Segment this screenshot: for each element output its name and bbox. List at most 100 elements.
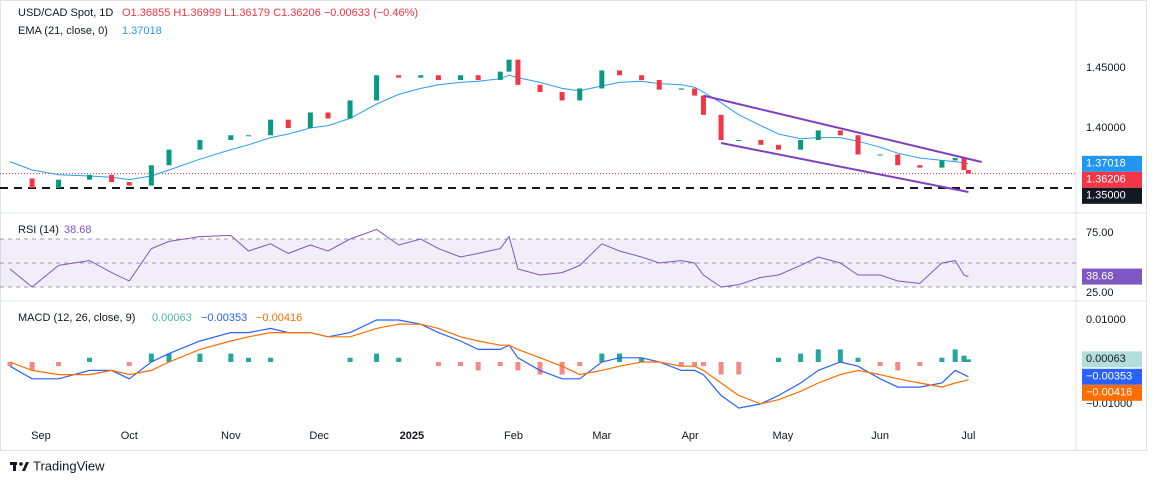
- y-tick-label: 1.45000: [1086, 62, 1126, 74]
- histogram-bar: [126, 361, 132, 367]
- histogram-bar: [435, 361, 441, 367]
- candle: [798, 140, 804, 150]
- candle: [307, 112, 313, 129]
- macd-label-bg: [1082, 384, 1142, 401]
- macd-value: −0.00353: [201, 312, 247, 324]
- ema-legend: EMA (21, close, 0): [18, 25, 108, 37]
- candle: [374, 75, 380, 101]
- candle: [965, 170, 971, 174]
- histogram-bar: [497, 361, 503, 367]
- histogram-bar: [952, 349, 958, 362]
- candle: [87, 174, 92, 180]
- x-tick-label: Sep: [31, 430, 51, 442]
- x-tick-label: Oct: [121, 430, 138, 442]
- macd-label-bg: [1082, 368, 1142, 385]
- candle: [939, 160, 945, 168]
- candle: [347, 100, 353, 119]
- candle: [325, 112, 331, 119]
- x-tick-label: Nov: [221, 430, 241, 442]
- frame: [0, 0, 1147, 451]
- candle: [515, 59, 521, 85]
- candle: [537, 84, 543, 93]
- histogram-bar: [678, 361, 684, 367]
- candle: [678, 88, 684, 90]
- price-label-bg: [1082, 155, 1142, 172]
- candle: [952, 158, 958, 161]
- ohlc-legend: O1.36855 H1.36999 L1.36179 C1.36206 −0.0…: [122, 7, 418, 19]
- y-tick-label: 0.01000: [1086, 314, 1126, 326]
- histogram-bar: [56, 361, 62, 367]
- candle: [736, 140, 742, 142]
- candle: [577, 88, 583, 101]
- candle: [639, 75, 645, 81]
- histogram-bar: [815, 349, 821, 362]
- candle: [418, 75, 424, 78]
- candle: [268, 119, 274, 136]
- histogram-bar: [577, 361, 583, 367]
- histogram-bar: [87, 357, 92, 362]
- y-tick-label: 25.00: [1086, 287, 1114, 299]
- histogram-value: 0.00063: [152, 312, 192, 324]
- histogram-bar: [396, 357, 402, 362]
- histogram-bar: [736, 361, 742, 375]
- histogram-bar: [939, 357, 945, 362]
- histogram-bar: [700, 361, 706, 367]
- rsi-label-bg: [1082, 268, 1142, 285]
- histogram-bar: [855, 357, 861, 362]
- y-tick-label: 75.00: [1086, 227, 1114, 239]
- histogram-bar: [961, 355, 967, 362]
- histogram-bar: [599, 353, 605, 362]
- histogram-bar: [537, 361, 543, 375]
- histogram-bar: [837, 349, 843, 362]
- candle: [559, 92, 565, 101]
- candle: [656, 80, 662, 90]
- histogram-bar: [798, 353, 804, 362]
- candle: [285, 119, 291, 129]
- macd-label: 0.00063: [1086, 353, 1126, 365]
- x-tick-label: Mar: [592, 430, 611, 442]
- macd-label-bg: [1082, 351, 1142, 368]
- candle: [148, 165, 154, 186]
- price-label-bg: [1082, 187, 1142, 204]
- macd-label: −0.00416: [1086, 387, 1132, 399]
- candle: [109, 174, 115, 183]
- brand-logo: [10, 462, 29, 471]
- histogram-bar: [29, 361, 35, 371]
- candle: [126, 182, 132, 186]
- x-tick-label: May: [773, 430, 794, 442]
- candle: [718, 114, 724, 141]
- brand: TradingView: [33, 458, 105, 473]
- x-tick-label: Jun: [871, 430, 889, 442]
- candle: [815, 130, 821, 141]
- trendline: [703, 94, 982, 163]
- macd-label: −0.00353: [1086, 371, 1132, 383]
- x-tick-label: Apr: [682, 430, 699, 442]
- signal-line: [9, 323, 969, 405]
- histogram-bar: [692, 361, 698, 367]
- ema-line: [9, 74, 969, 181]
- candle: [56, 179, 62, 189]
- histogram-bar: [268, 357, 274, 362]
- candle: [855, 135, 861, 155]
- chart-title: USD/CAD Spot, 1D: [18, 7, 113, 19]
- x-tick-label: Feb: [504, 430, 523, 442]
- histogram-bar: [228, 353, 234, 362]
- histogram-bar: [166, 353, 172, 362]
- macd-legend: MACD (12, 26, close, 9): [18, 312, 135, 324]
- candle: [197, 140, 203, 150]
- candle: [917, 165, 923, 168]
- histogram-bar: [776, 357, 781, 362]
- ema-value: 1.37018: [122, 25, 162, 37]
- candle: [776, 144, 781, 150]
- histogram-bar: [718, 361, 724, 375]
- histogram-bar: [895, 361, 901, 371]
- histogram-bar: [197, 353, 203, 362]
- candle: [837, 130, 843, 136]
- histogram-bar: [347, 357, 353, 362]
- histogram-bar: [475, 361, 481, 371]
- candle: [458, 75, 463, 81]
- candle: [246, 135, 251, 137]
- rsi-value: 38.68: [64, 224, 92, 236]
- candle: [599, 70, 605, 89]
